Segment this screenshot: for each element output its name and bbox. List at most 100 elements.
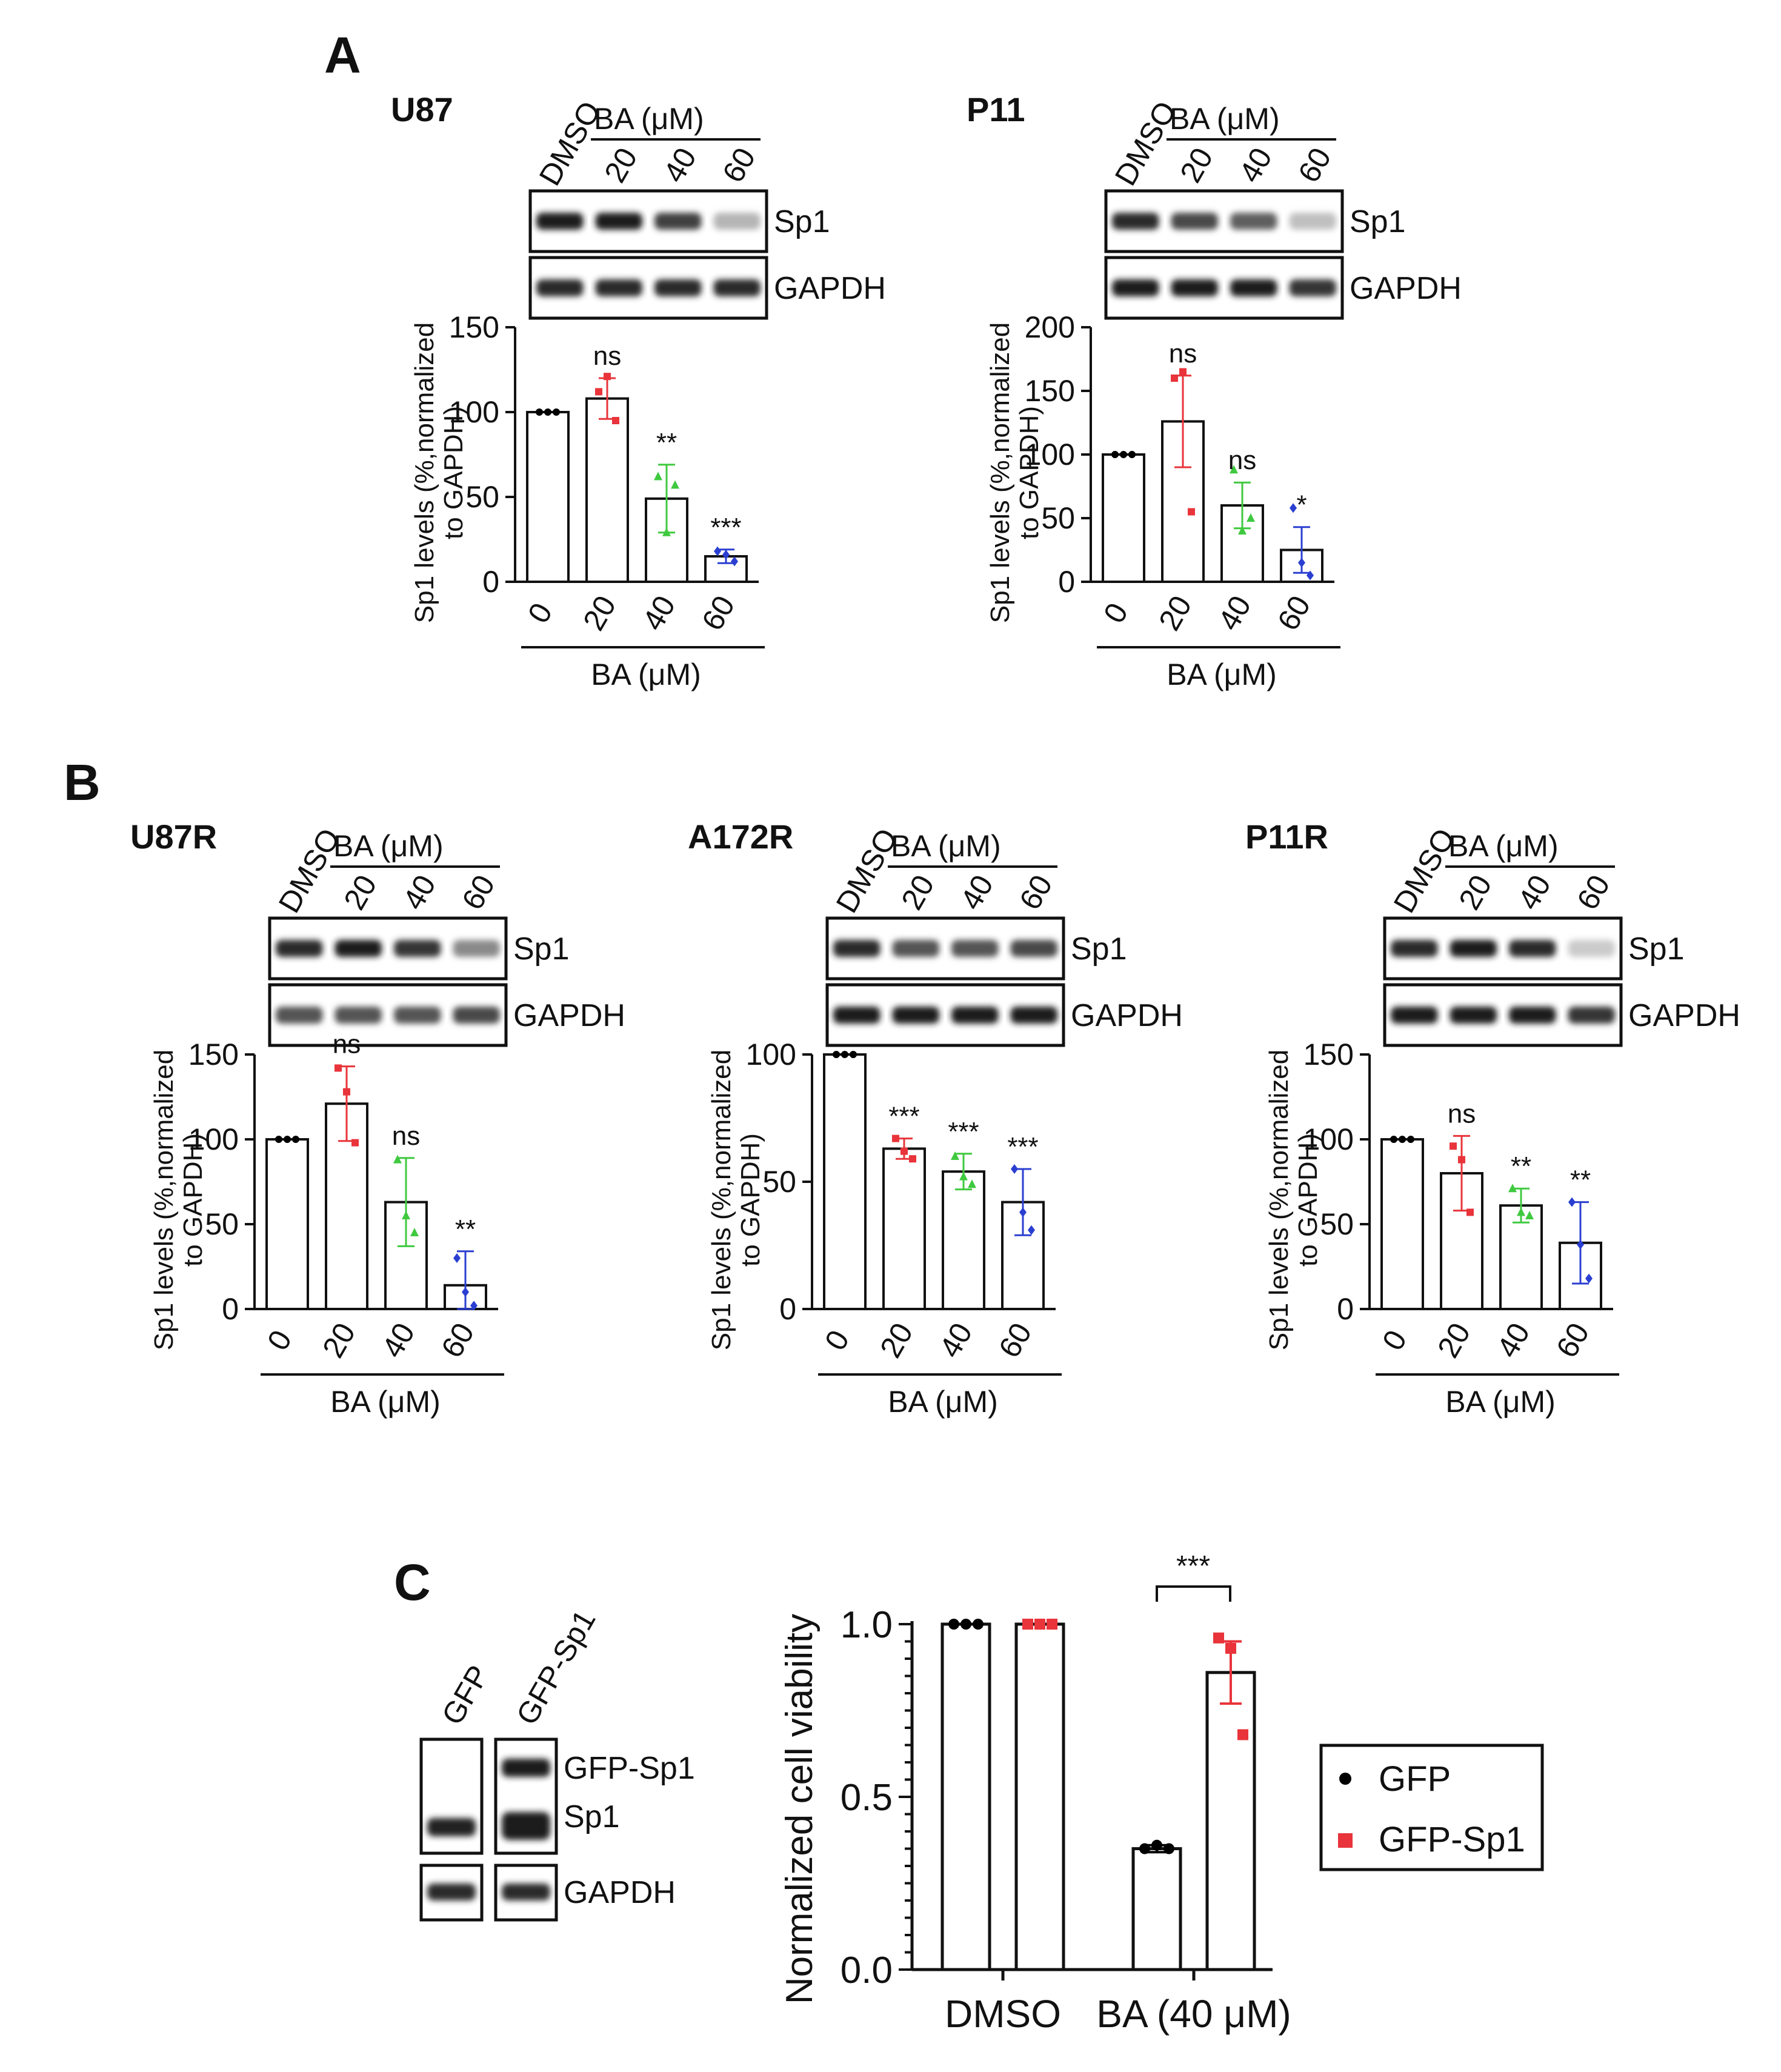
significance-label: *** <box>710 513 741 542</box>
y-tick-label: 200 <box>1025 310 1075 344</box>
y-axis-title-line1: Sp1 levels (%,normalized <box>985 322 1015 623</box>
lane-label: 40 <box>1511 869 1557 915</box>
data-point <box>892 1134 899 1142</box>
gapdh-band <box>453 1007 500 1024</box>
gapdh-band <box>335 1007 382 1024</box>
data-point <box>722 550 730 560</box>
gapdh-band <box>713 279 761 296</box>
gapdh-band <box>427 1884 476 1900</box>
bar <box>1220 504 1264 583</box>
bar <box>823 1053 867 1310</box>
y-axis-title-line1: Sp1 levels (%,normalized <box>149 1050 179 1350</box>
sp1-band <box>833 940 881 957</box>
data-point <box>960 1619 971 1630</box>
x-tick-label: 0 <box>521 597 559 628</box>
data-point <box>731 556 738 567</box>
y-axis-title: Sp1 levels (%,normalized to GAPDH) <box>1264 1050 1323 1350</box>
data-point <box>1230 465 1238 474</box>
y-tick-label: 50 <box>762 1165 796 1199</box>
x-tick-label: 20 <box>576 590 622 636</box>
significance-label: *** <box>1176 1550 1210 1582</box>
significance-label: ** <box>455 1214 476 1244</box>
data-point <box>1022 1619 1033 1630</box>
significance-label: ns <box>1169 339 1197 368</box>
data-point <box>1171 375 1178 382</box>
data-point <box>453 1253 461 1263</box>
bar-gfp <box>940 1622 991 1971</box>
y-axis-title-line2: to GAPDH) <box>1014 406 1044 539</box>
sp1-band <box>536 213 584 230</box>
legend-label-gfp-sp1: GFP-Sp1 <box>1379 1820 1525 1859</box>
data-point <box>1298 558 1305 568</box>
lane-label: 40 <box>954 869 1000 915</box>
gapdh-band <box>1450 1007 1497 1024</box>
y-tick-label: 50 <box>465 480 499 514</box>
data-point <box>553 408 560 416</box>
y-tick-label: 100 <box>1303 1122 1354 1156</box>
data-point <box>1213 1632 1224 1644</box>
data-point <box>850 1051 857 1058</box>
legend-frame <box>1319 1744 1544 1871</box>
data-point <box>909 1155 916 1163</box>
data-point <box>968 1179 976 1188</box>
significance-bracket <box>1156 1585 1231 1602</box>
legend: GFP GFP-Sp1 <box>1319 1744 1544 1871</box>
data-point <box>1568 1197 1576 1207</box>
y-tick-label: 0 <box>482 565 499 599</box>
data-point <box>292 1136 299 1143</box>
gapdh-band <box>536 279 584 296</box>
data-point <box>470 1301 478 1311</box>
bar <box>585 397 629 583</box>
x-axis-title: BA (μM) <box>330 1385 441 1419</box>
y-axis-title-line1: Sp1 levels (%,normalized <box>707 1050 736 1350</box>
x-tick-label: 60 <box>695 590 741 636</box>
gapdh-band-label: GAPDH <box>774 271 886 306</box>
gapdh-band <box>1171 279 1218 296</box>
y-tick-label: 100 <box>746 1038 796 1071</box>
sp1-band-label: Sp1 <box>564 1799 620 1834</box>
y-axis-title-line1: Sp1 levels (%,normalized <box>1264 1050 1294 1350</box>
legend-label-gfp: GFP <box>1379 1759 1451 1799</box>
blot-group-label: BA (μM) <box>1170 102 1280 136</box>
significance-label: * <box>1296 490 1307 520</box>
y-tick-label: 0 <box>779 1292 796 1326</box>
sp1-band <box>276 940 323 957</box>
data-point <box>1151 1839 1162 1851</box>
data-point <box>343 1088 350 1096</box>
significance-label: ns <box>1228 445 1256 475</box>
data-point <box>393 1154 402 1164</box>
data-point <box>959 1171 968 1181</box>
gapdh-band <box>394 1007 441 1024</box>
sp1-band <box>1391 940 1438 957</box>
panel-label: A <box>324 27 361 84</box>
cell-line-label: U87 <box>391 90 453 128</box>
data-point <box>1237 1729 1248 1741</box>
gapdh-band <box>833 1007 881 1024</box>
data-point <box>973 1619 984 1630</box>
data-point <box>335 1064 342 1072</box>
bar <box>942 1170 985 1311</box>
panel-label: B <box>64 754 101 811</box>
sp1-band <box>1509 940 1556 957</box>
significance-label: ** <box>1511 1151 1531 1181</box>
data-point <box>1307 570 1314 581</box>
cell-line-label: U87R <box>130 818 217 856</box>
gapdh-band-label: GAPDH <box>1350 271 1462 306</box>
x-tick-label: 60 <box>1550 1317 1596 1363</box>
sp1-band <box>1289 213 1336 230</box>
data-point <box>402 1211 410 1219</box>
bar <box>526 411 570 583</box>
gapdh-band-label: GAPDH <box>564 1875 676 1910</box>
x-axis-title: BA (μM) <box>1445 1385 1556 1419</box>
gapdh-band <box>1230 279 1277 296</box>
lane-label: GFP <box>435 1659 496 1730</box>
data-point <box>1508 1184 1517 1193</box>
lane-label: 40 <box>1233 142 1279 188</box>
data-point <box>1047 1619 1057 1630</box>
x-tick-label: 60 <box>1271 590 1317 636</box>
data-point <box>833 1051 840 1058</box>
x-tick-label: BA (40 μM) <box>1096 1992 1291 2036</box>
data-point <box>1517 1207 1525 1216</box>
